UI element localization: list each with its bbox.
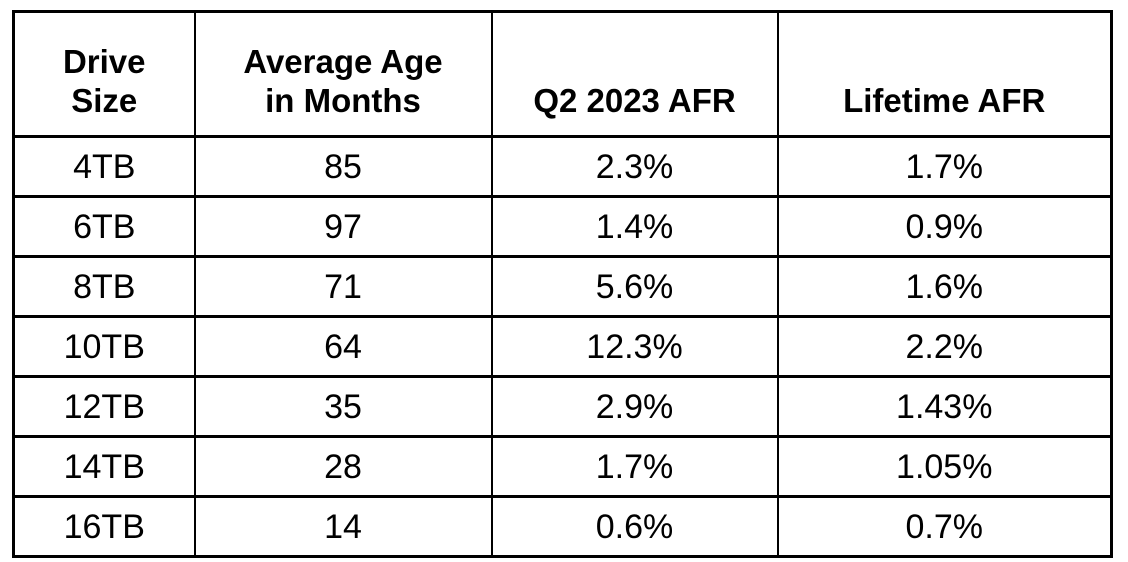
drive-failure-rates-table: Drive Size Average Age in Months Q2 2023… (12, 10, 1113, 558)
cell-average-age: 14 (193, 495, 493, 558)
cell-lifetime-afr: 1.7% (776, 135, 1113, 198)
table-row-8tb: 8TB 71 5.6% 1.6% (12, 255, 1113, 318)
column-header-lifetime-afr: Lifetime AFR (776, 10, 1113, 138)
cell-average-age: 35 (193, 375, 493, 438)
column-header-q2-2023-afr: Q2 2023 AFR (490, 10, 779, 138)
table-row-10tb: 10TB 64 12.3% 2.2% (12, 315, 1113, 378)
cell-drive-size: 12TB (12, 375, 196, 438)
cell-average-age: 71 (193, 255, 493, 318)
cell-lifetime-afr: 1.05% (776, 435, 1113, 498)
table-container: Drive Size Average Age in Months Q2 2023… (12, 10, 1113, 558)
column-header-average-age: Average Age in Months (193, 10, 493, 138)
cell-q2-2023-afr: 1.7% (490, 435, 779, 498)
cell-drive-size: 6TB (12, 195, 196, 258)
cell-q2-2023-afr: 2.3% (490, 135, 779, 198)
cell-q2-2023-afr: 2.9% (490, 375, 779, 438)
cell-drive-size: 14TB (12, 435, 196, 498)
column-header-drive-size: Drive Size (12, 10, 196, 138)
cell-q2-2023-afr: 12.3% (490, 315, 779, 378)
table-row-4tb: 4TB 85 2.3% 1.7% (12, 135, 1113, 198)
table-row-6tb: 6TB 97 1.4% 0.9% (12, 195, 1113, 258)
cell-lifetime-afr: 1.43% (776, 375, 1113, 438)
cell-average-age: 28 (193, 435, 493, 498)
table-row-14tb: 14TB 28 1.7% 1.05% (12, 435, 1113, 498)
cell-drive-size: 16TB (12, 495, 196, 558)
cell-lifetime-afr: 1.6% (776, 255, 1113, 318)
cell-drive-size: 4TB (12, 135, 196, 198)
cell-average-age: 85 (193, 135, 493, 198)
header-row: Drive Size Average Age in Months Q2 2023… (12, 10, 1113, 138)
cell-drive-size: 8TB (12, 255, 196, 318)
cell-drive-size: 10TB (12, 315, 196, 378)
table-row-16tb: 16TB 14 0.6% 0.7% (12, 495, 1113, 558)
cell-lifetime-afr: 0.9% (776, 195, 1113, 258)
cell-average-age: 64 (193, 315, 493, 378)
cell-lifetime-afr: 2.2% (776, 315, 1113, 378)
table-row-12tb: 12TB 35 2.9% 1.43% (12, 375, 1113, 438)
cell-average-age: 97 (193, 195, 493, 258)
cell-lifetime-afr: 0.7% (776, 495, 1113, 558)
cell-q2-2023-afr: 0.6% (490, 495, 779, 558)
cell-q2-2023-afr: 5.6% (490, 255, 779, 318)
cell-q2-2023-afr: 1.4% (490, 195, 779, 258)
